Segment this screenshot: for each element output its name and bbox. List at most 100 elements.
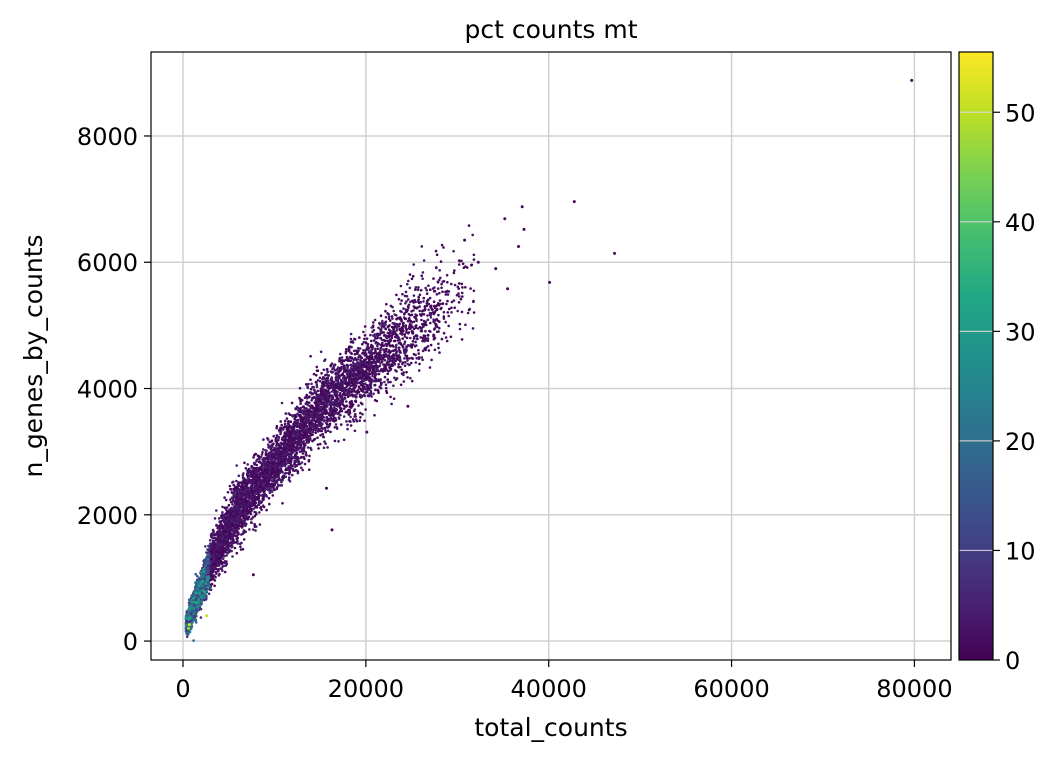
data-point	[395, 377, 399, 380]
data-point	[348, 375, 352, 379]
data-point	[363, 334, 367, 337]
data-point	[392, 309, 396, 313]
data-point	[320, 372, 323, 375]
data-point	[283, 422, 287, 426]
data-point	[300, 447, 303, 451]
data-point	[422, 313, 426, 316]
data-point	[412, 320, 416, 324]
data-point	[323, 359, 326, 363]
data-point	[354, 349, 358, 353]
data-point	[452, 249, 455, 253]
data-point	[427, 308, 431, 312]
data-point	[390, 315, 394, 318]
data-point	[310, 410, 313, 414]
data-point	[249, 521, 253, 524]
data-point	[239, 548, 243, 551]
data-point	[356, 358, 360, 361]
data-point	[349, 415, 352, 419]
data-point	[315, 385, 319, 389]
data-point	[294, 421, 297, 425]
data-point	[402, 316, 406, 319]
data-point	[332, 364, 336, 367]
data-point	[392, 397, 396, 401]
data-point	[291, 436, 294, 440]
data-point	[301, 409, 305, 412]
data-point	[413, 306, 417, 309]
data-point	[433, 286, 436, 289]
data-point	[394, 345, 398, 349]
data-point	[404, 350, 408, 354]
data-point	[412, 294, 416, 297]
data-point	[239, 545, 242, 548]
data-point	[225, 554, 228, 557]
data-point	[386, 312, 389, 315]
data-point	[393, 313, 397, 316]
data-point	[268, 502, 271, 506]
data-point	[425, 292, 429, 296]
data-point	[403, 340, 407, 344]
data-point	[315, 365, 319, 369]
data-point	[228, 484, 232, 488]
data-point	[308, 401, 311, 405]
data-point	[421, 358, 424, 362]
data-point	[449, 335, 453, 339]
data-point	[343, 374, 346, 378]
data-point	[230, 488, 233, 491]
data-point	[204, 598, 208, 601]
data-point	[217, 574, 221, 577]
data-point	[242, 472, 245, 475]
data-point	[309, 406, 313, 410]
data-point	[239, 481, 243, 485]
x-gridlines	[182, 52, 916, 660]
data-point	[424, 320, 428, 324]
data-point	[415, 306, 419, 310]
data-point	[366, 342, 370, 346]
data-point	[404, 308, 408, 311]
data-point	[237, 474, 241, 478]
data-point	[339, 413, 342, 417]
data-point	[385, 344, 389, 348]
data-point	[349, 371, 353, 374]
data-point	[287, 461, 290, 465]
data-point	[298, 426, 301, 429]
data-point	[424, 286, 428, 290]
data-point	[326, 381, 330, 385]
data-point	[364, 349, 367, 352]
data-point	[248, 528, 251, 531]
data-point	[345, 420, 348, 423]
data-point	[246, 463, 249, 466]
data-point	[263, 472, 267, 475]
data-point	[243, 461, 246, 465]
data-point	[265, 508, 268, 512]
data-point	[287, 412, 291, 415]
data-point	[357, 386, 361, 389]
data-point	[311, 433, 314, 437]
data-point	[281, 475, 284, 479]
data-point	[441, 302, 445, 306]
data-point	[357, 404, 360, 407]
data-point	[362, 349, 365, 352]
data-point	[399, 383, 403, 387]
data-point	[252, 470, 256, 473]
data-point	[283, 419, 287, 423]
data-point	[310, 391, 313, 395]
data-point	[298, 450, 302, 454]
data-point	[385, 302, 388, 306]
data-point	[224, 498, 228, 502]
data-point	[329, 430, 332, 434]
data-point	[312, 385, 316, 389]
data-point	[362, 330, 365, 334]
data-point	[310, 419, 313, 423]
data-point	[409, 376, 412, 380]
data-point	[429, 321, 432, 325]
data-point	[354, 368, 357, 372]
data-point	[317, 429, 320, 432]
data-point	[285, 417, 289, 420]
data-point	[253, 485, 256, 488]
data-point	[281, 502, 284, 505]
data-point	[185, 635, 189, 639]
data-point	[418, 305, 422, 308]
data-point	[420, 356, 424, 359]
data-point	[287, 465, 291, 468]
